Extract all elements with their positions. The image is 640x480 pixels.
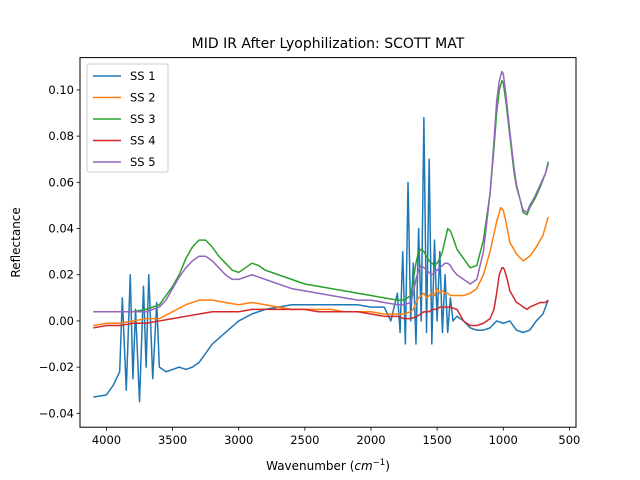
y-tick-label: 0.02 — [48, 268, 74, 282]
y-tick-label: 0.08 — [48, 129, 74, 143]
x-tick-label: 1500 — [422, 433, 451, 447]
x-tick-label: 4000 — [92, 433, 121, 447]
x-axis-label-text: Wavenumber — [266, 459, 346, 473]
legend-label-5: SS 5 — [130, 155, 156, 169]
series-line-2 — [93, 207, 549, 327]
legend: SS 1 SS 2 SS 3 SS 4 SS 5 — [86, 63, 169, 173]
legend-label-3: SS 3 — [130, 112, 156, 126]
y-axis-label: Reflectance — [9, 207, 23, 277]
series-line-1 — [93, 116, 549, 403]
legend-label-1: SS 1 — [130, 69, 156, 83]
y-tick-label: 0.06 — [48, 175, 74, 189]
x-axis-unit-exp: −1 — [373, 458, 386, 468]
series-line-3 — [93, 79, 549, 313]
series-line-5 — [93, 70, 549, 313]
x-tick-label: 500 — [558, 433, 580, 447]
y-tick-label: 0.04 — [48, 222, 74, 236]
y-tick-label: 0.00 — [48, 314, 74, 328]
legend-box — [86, 63, 169, 173]
x-tick-label: 3000 — [224, 433, 253, 447]
chart-title: MID IR After Lyophilization: SCOTT MAT — [192, 36, 465, 52]
series-line-4 — [93, 267, 549, 329]
x-tick-label: 1000 — [489, 433, 518, 447]
y-tick-label: −0.04 — [39, 406, 74, 420]
x-axis-unit-base: cm — [354, 459, 372, 473]
x-axis-label: Wavenumber (cm−1) — [266, 458, 390, 473]
x-tick-label: 2500 — [290, 433, 319, 447]
y-tick-label: −0.02 — [39, 360, 74, 374]
legend-label-4: SS 4 — [130, 134, 156, 148]
legend-label-2: SS 2 — [130, 91, 156, 105]
x-tick-label: 3500 — [158, 433, 187, 447]
y-tick-label: 0.10 — [48, 83, 74, 97]
plot-frame — [79, 57, 577, 428]
x-tick-label: 2000 — [356, 433, 385, 447]
